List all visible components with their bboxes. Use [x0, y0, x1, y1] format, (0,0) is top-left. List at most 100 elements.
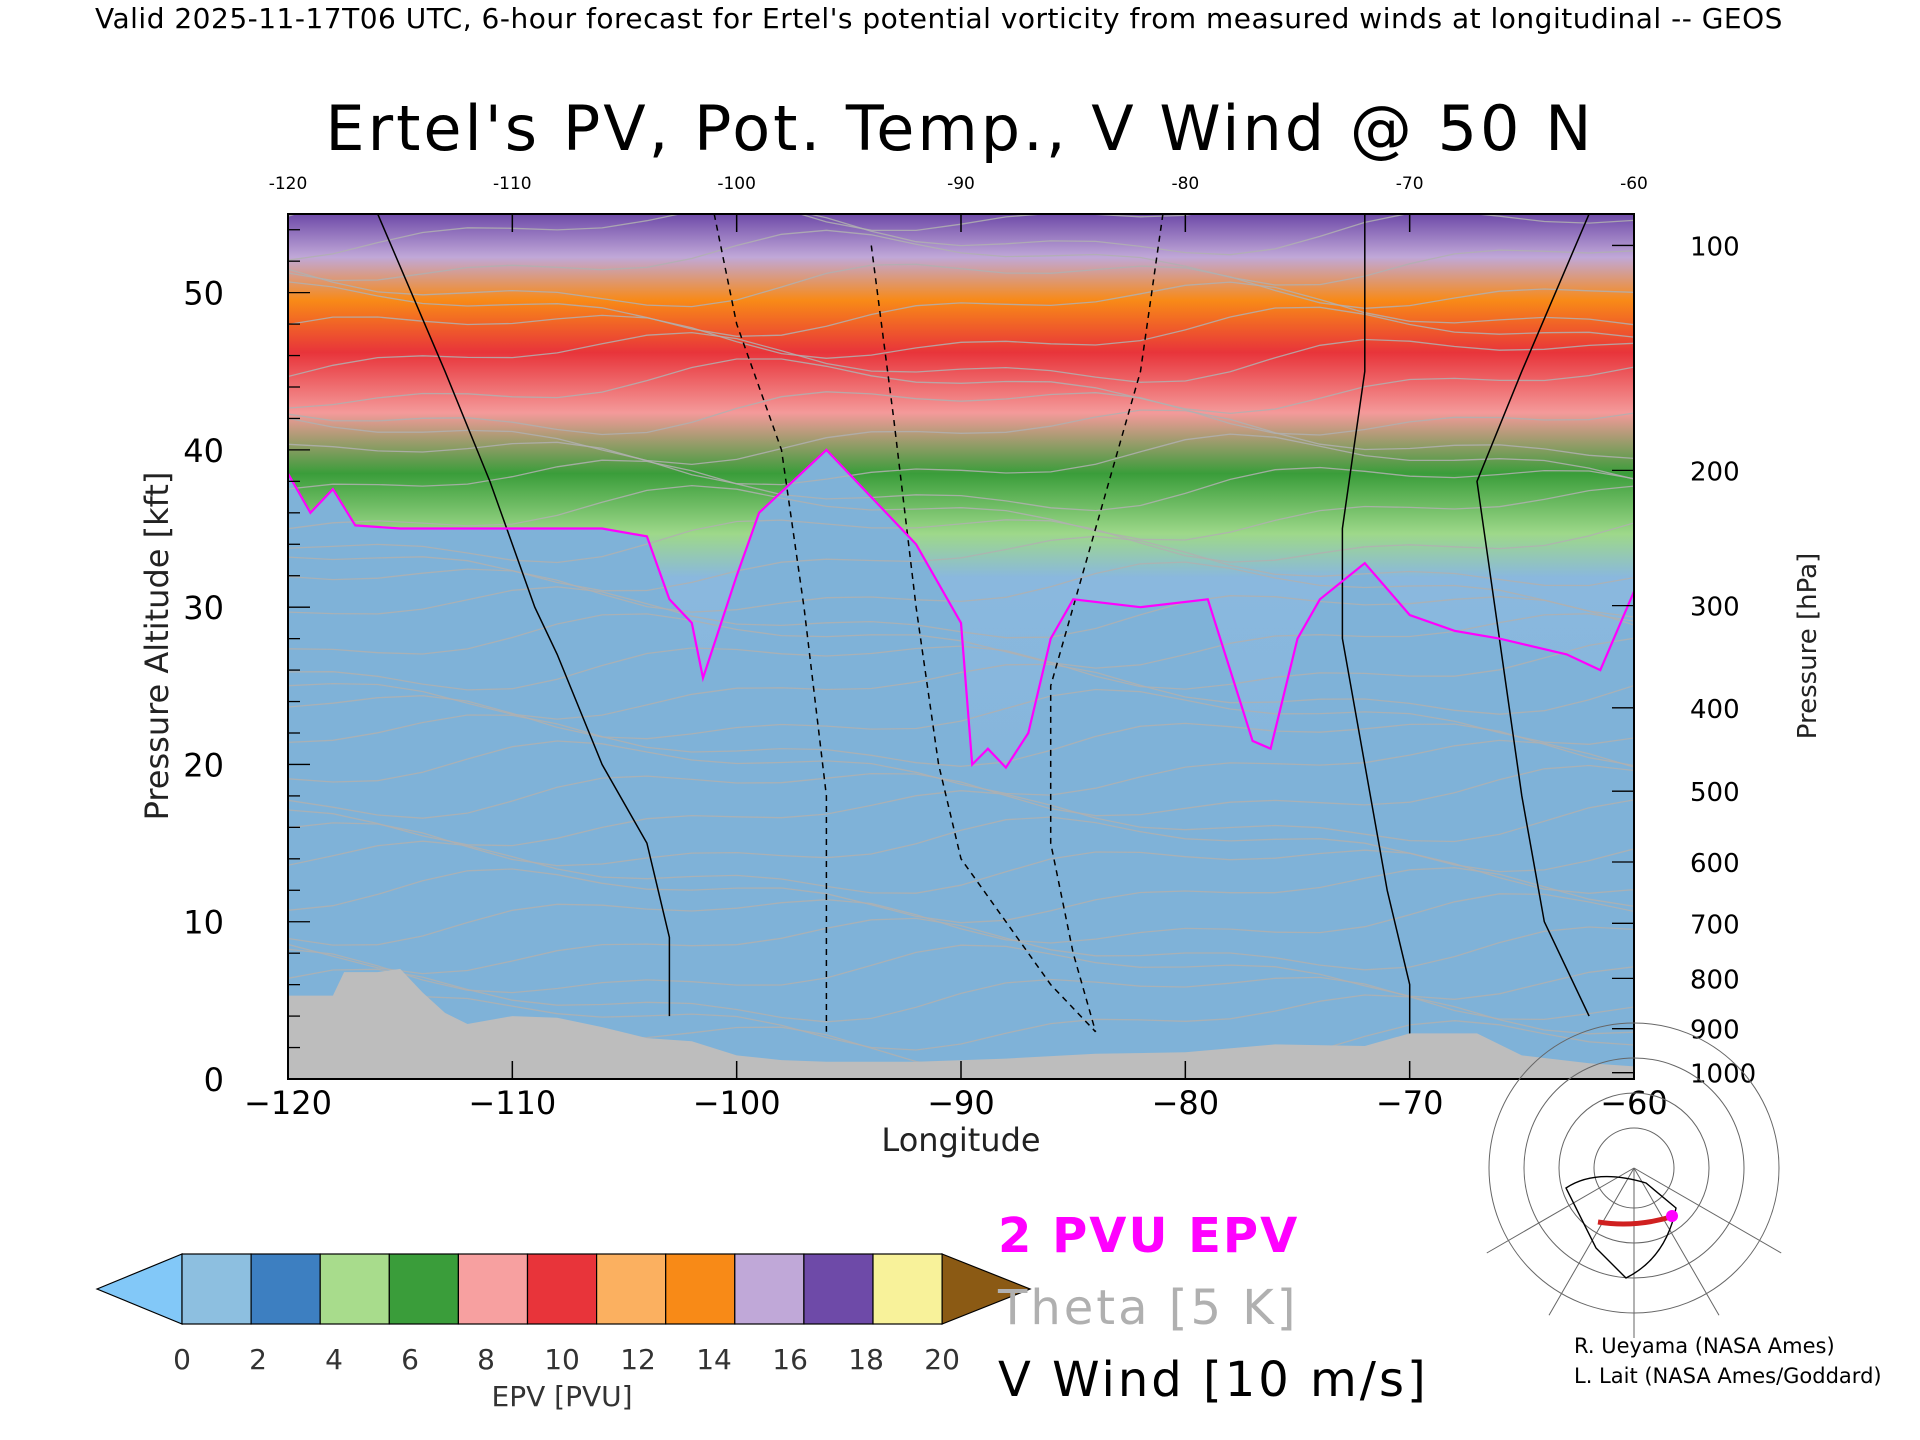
terrain-mask: [288, 968, 1634, 1079]
colorbar-segment: [872, 1253, 943, 1325]
colorbar-tick-label: 20: [924, 1343, 960, 1376]
colorbar-segment: [250, 1253, 321, 1325]
x-tick-label-top: -100: [717, 174, 756, 194]
theta-contour: [288, 358, 1634, 415]
colorbar-segment: [181, 1253, 252, 1325]
vwind-contour: [1341, 214, 1411, 1048]
inset-coastline: [1565, 1175, 1677, 1279]
colorbar-label: EPV [PVU]: [492, 1380, 633, 1413]
theta-contour: [288, 535, 1634, 592]
y-tick-label: 50: [183, 275, 224, 313]
credit-line-1: R. Ueyama (NASA Ames): [1574, 1334, 1835, 1358]
legend-epv-contour: 2 PVU EPV: [998, 1208, 1300, 1264]
x-tick-label-top: -120: [269, 174, 308, 194]
y-tick-label-right: 600: [1690, 849, 1740, 879]
theta-contour: [288, 433, 1634, 486]
x-tick-label: −120: [244, 1084, 332, 1122]
x-axis-label: Longitude: [881, 1121, 1040, 1159]
x-tick-label-top: -90: [947, 174, 975, 194]
inset-track-end-marker: [1666, 1210, 1678, 1222]
y-tick-label-right: 900: [1690, 1016, 1740, 1046]
theta-contour: [288, 714, 1634, 767]
inset-meridian: [1633, 1167, 1782, 1254]
colorbar-segment: [457, 1253, 529, 1325]
theta-contour: [288, 281, 1634, 337]
colorbar-segment: [665, 1253, 736, 1325]
inset-meridian: [1486, 1167, 1635, 1254]
theta-contour: [288, 663, 1634, 720]
colorbar-segment: [319, 1253, 390, 1325]
theta-contour: [288, 484, 1634, 541]
x-tick-label: −60: [1600, 1084, 1668, 1122]
colorbar-over-arrow: [941, 1253, 1032, 1325]
x-tick-label: −90: [927, 1084, 995, 1122]
y-tick-label-right: 300: [1690, 593, 1740, 623]
y-axis-label-left: Pressure Altitude [kft]: [138, 472, 176, 821]
theta-contour: [288, 917, 1634, 975]
theta-contour: [288, 764, 1634, 819]
theta-contour: [288, 613, 1634, 669]
colorbar-tick-label: 14: [696, 1343, 732, 1376]
vwind-contour: [713, 214, 828, 1032]
theta-contour: [288, 816, 1634, 873]
y-tick-label-right: 800: [1690, 965, 1740, 995]
y-tick-label-right: 100: [1690, 232, 1740, 262]
x-tick-label-top: -60: [1620, 174, 1648, 194]
chart-title: Ertel's PV, Pot. Temp., V Wind @ 50 N: [325, 92, 1595, 165]
vwind-contour: [1049, 214, 1164, 1033]
colorbar-tick-label: 4: [325, 1343, 343, 1376]
colorbar-tick-label: 8: [477, 1343, 495, 1376]
theta-contour: [288, 867, 1634, 924]
y-tick-label-right: 500: [1690, 778, 1740, 808]
colorbar-segment: [595, 1253, 667, 1325]
x-tick-label: −70: [1376, 1084, 1444, 1122]
theta-contour: [288, 391, 1634, 436]
axes: −120 -120 −110 -110 −100 -100 −90 -90 −80 -80 −70 -…: [138, 174, 1823, 1159]
y-tick-label-right: 200: [1690, 457, 1740, 487]
colorbar-tick-label: 12: [620, 1343, 656, 1376]
y-tick-label-right: 1000: [1690, 1060, 1756, 1090]
y-tick-label: 0: [204, 1061, 224, 1099]
y-tick-label: 20: [183, 746, 224, 784]
x-tick-label: −80: [1152, 1084, 1220, 1122]
x-tick-label-top: -70: [1396, 174, 1424, 194]
inset-meridian: [1633, 1167, 1720, 1316]
valid-time-header: Valid 2025-11-17T06 UTC, 6-hour forecast…: [95, 2, 1783, 35]
theta-contour: [288, 893, 1634, 946]
theta-contour: [288, 229, 1634, 286]
colorbar-tick-label: 10: [544, 1343, 580, 1376]
theta-contour: [288, 306, 1634, 359]
theta-contour: [288, 263, 1634, 309]
theta-contour: [288, 790, 1634, 847]
theta-contour: [288, 519, 1634, 564]
legend-theta: Theta [5 K]: [998, 1280, 1299, 1336]
colorbar-tick-label: 16: [772, 1343, 808, 1376]
x-tick-label-top: -80: [1171, 174, 1199, 194]
colorbar-segment: [526, 1253, 598, 1325]
x-tick-label-top: -110: [493, 174, 532, 194]
colorbar-under-arrow: [95, 1253, 183, 1325]
colorbar-tick-label: 2: [249, 1343, 267, 1376]
colorbar-segment: [803, 1253, 874, 1325]
colorbar: 0 2 4 6 8 10 12 14 16 18 20 EPV [PVU]: [95, 1253, 1032, 1413]
legend-vwind: V Wind [10 m/s]: [998, 1352, 1429, 1408]
x-tick-label: −110: [468, 1084, 556, 1122]
theta-contour: [288, 409, 1634, 466]
y-tick-label-right: 400: [1690, 695, 1740, 725]
y-axis-label-right: Pressure [hPa]: [1793, 553, 1823, 740]
y-tick-label-right: 700: [1690, 910, 1740, 940]
colorbar-tick-label: 18: [848, 1343, 884, 1376]
pv-2pvu-contour: [288, 448, 1634, 770]
colorbar-tick-label: 6: [401, 1343, 419, 1376]
vwind-contour: [870, 245, 1097, 1033]
x-tick-label: −100: [693, 1084, 781, 1122]
troposphere-region: [288, 449, 1634, 1079]
y-tick-label: 40: [183, 432, 224, 470]
theta-contour: [288, 459, 1634, 512]
colorbar-tick-label: 0: [173, 1343, 191, 1376]
location-map-inset: [1486, 1022, 1782, 1338]
vwind-contour: [377, 214, 671, 1017]
credit-line-2: L. Lait (NASA Ames/Goddard): [1574, 1364, 1882, 1388]
inset-meridian: [1548, 1167, 1635, 1316]
